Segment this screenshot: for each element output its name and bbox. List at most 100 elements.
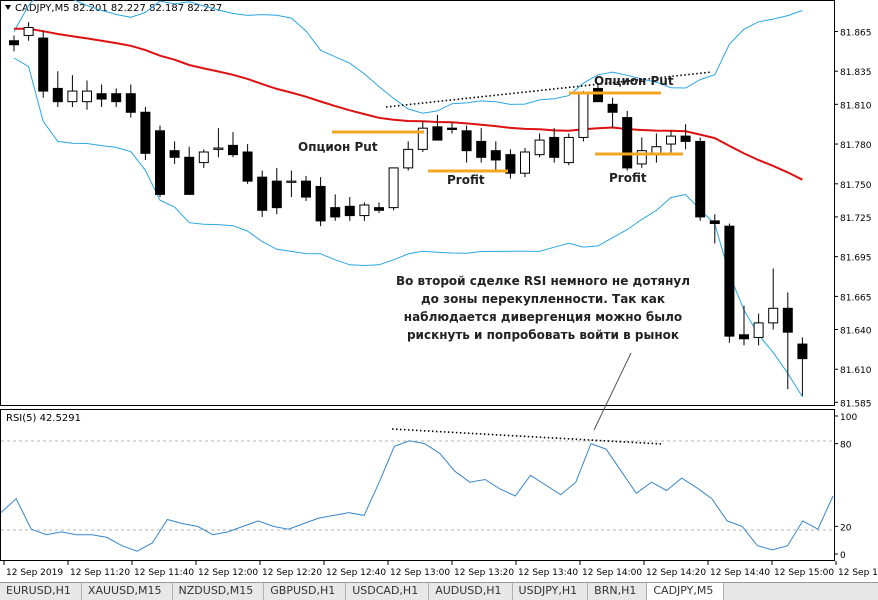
candle — [330, 194, 341, 221]
chart-tab-eurusd-h1[interactable]: EURUSD,H1 — [0, 583, 82, 600]
candle — [505, 149, 516, 179]
candle — [184, 146, 195, 195]
candle — [9, 35, 19, 52]
price-tick-label: 81.725 — [840, 214, 872, 224]
candle — [111, 88, 122, 107]
chart-tab-brn-h1[interactable]: BRN,H1 — [588, 583, 648, 600]
candle-body — [432, 126, 443, 141]
candle-body — [388, 167, 399, 209]
price-tick-label: 81.585 — [840, 399, 872, 409]
candle — [666, 130, 676, 155]
candle-body — [607, 103, 618, 113]
chart-tab-usdcad-h1[interactable]: USDCAD,H1 — [346, 583, 430, 600]
time-tick-label: 12 Sep 12:00 — [198, 568, 258, 578]
candle-body — [622, 117, 633, 169]
price-tick-label: 81.665 — [840, 293, 872, 303]
time-tick-label: 12 Sep 14:40 — [710, 568, 770, 578]
candle — [520, 148, 530, 178]
time-tick-label: 12 Sep 13:40 — [518, 568, 578, 578]
candle — [563, 133, 574, 166]
candle-body — [257, 176, 268, 211]
candle-body — [184, 156, 195, 195]
candle-body — [242, 151, 253, 182]
candle-body — [417, 127, 428, 150]
comment-pointer-line — [593, 352, 632, 431]
moving-average-line — [14, 27, 803, 181]
candle-body — [96, 93, 107, 100]
price-tick-label: 81.810 — [840, 101, 872, 111]
comment-line-4: рискнуть и попробовать войти в рынок — [407, 328, 679, 342]
candle — [96, 84, 107, 107]
time-tick-label: 12 Sep 11:40 — [134, 568, 194, 578]
candle — [301, 175, 311, 202]
chart-tab-audusd-h1[interactable]: AUDUSD,H1 — [429, 583, 513, 600]
rsi-line — [0, 440, 834, 552]
candle-body — [82, 90, 92, 103]
candle-body — [476, 140, 487, 158]
comment-line-2: до зоны перекупленности. Так как — [421, 292, 665, 306]
candle — [607, 97, 618, 129]
main-chart-frame — [0, 0, 835, 406]
symbol-info: CADJPY,M5 82.201 82.227 82.187 82.227 — [15, 3, 222, 14]
rsi-panel-frame — [0, 409, 835, 561]
candle — [242, 144, 253, 184]
chart-tab-nzdusd-m15[interactable]: NZDUSD,M15 — [173, 583, 265, 600]
candle — [38, 31, 49, 98]
time-tick-label: 12 Sep 15:00 — [774, 568, 834, 578]
price-tick-label: 81.865 — [840, 28, 872, 38]
candle — [753, 313, 764, 346]
candle — [549, 128, 560, 163]
chart-area[interactable]: CADJPY,M5 82.201 82.227 82.187 82.227 RS… — [0, 0, 878, 582]
candle — [447, 122, 457, 134]
profit2-label: Profit — [609, 171, 647, 185]
chart-tab-cadjpy-m5[interactable]: CADJPY,M5 — [647, 583, 725, 600]
candle-body — [23, 26, 34, 36]
candle-body — [213, 147, 224, 150]
candle-body — [111, 93, 122, 103]
candle — [344, 197, 355, 221]
time-tick-label: 12 Sep 14:20 — [646, 568, 706, 578]
bollinger-upper-band — [13, 0, 803, 114]
candle — [359, 202, 370, 221]
candle — [768, 268, 779, 330]
candle-body — [38, 37, 49, 92]
price-divergence-line — [385, 71, 713, 108]
put1-label: Опцион Put — [298, 140, 378, 154]
candle-body — [447, 127, 457, 130]
candle-body — [563, 136, 574, 164]
candle-body — [125, 93, 136, 113]
symbol-dropdown-arrow-icon[interactable] — [5, 5, 11, 10]
candle-body — [490, 150, 501, 161]
candle-body — [680, 135, 691, 142]
chart-tab-gbpusd-h1[interactable]: GBPUSD,H1 — [264, 583, 347, 600]
candle-body — [301, 180, 311, 198]
candle — [213, 128, 224, 158]
candle — [695, 137, 706, 221]
chart-tab-usdjpy-h1[interactable]: USDJPY,H1 — [513, 583, 589, 600]
candle-body — [505, 154, 516, 174]
candle-body — [271, 180, 282, 209]
candle-body — [549, 136, 560, 158]
candle — [140, 106, 151, 160]
candle — [490, 141, 501, 171]
time-tick-label: 12 Sep 13:00 — [390, 568, 450, 578]
rsi-divergence-line — [391, 428, 663, 445]
price-tick-label: 81.780 — [840, 141, 872, 151]
time-tick-label: 12 Sep 12:20 — [262, 568, 322, 578]
candle-body — [695, 140, 706, 218]
candle-body — [753, 322, 764, 338]
candle-body — [739, 334, 749, 340]
candle — [739, 305, 749, 346]
candle — [315, 177, 326, 227]
candle-body — [666, 135, 676, 145]
candle — [374, 202, 384, 213]
chart-tab-xauusd-m15[interactable]: XAUUSD,M15 — [82, 583, 173, 600]
candle-body — [315, 185, 326, 222]
rsi-label: RSI(5) 42.5291 — [6, 413, 81, 424]
chart-tabs-bar: EURUSD,H1 XAUUSD,M15 NZDUSD,M15 GBPUSD,H1 US… — [0, 582, 878, 600]
candle-body — [709, 220, 720, 225]
candle — [125, 84, 136, 118]
candle — [82, 80, 92, 110]
time-tick-label: 12 Sep 11:20 — [70, 568, 130, 578]
candle-body — [155, 130, 165, 195]
